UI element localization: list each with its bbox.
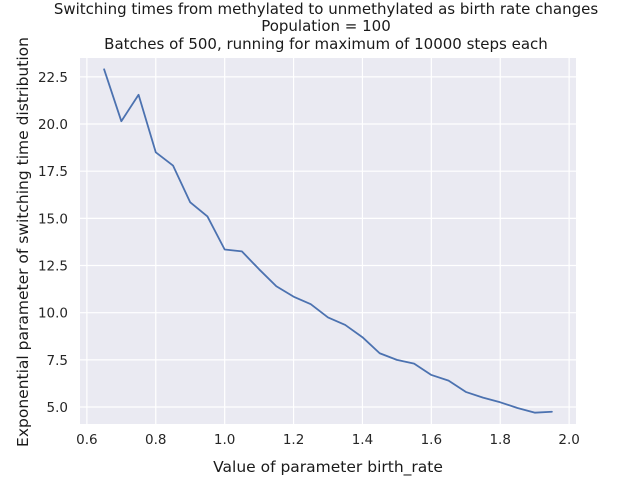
grid	[80, 58, 576, 424]
x-tick-label: 1.0	[214, 432, 235, 448]
series-line-group	[103, 68, 553, 414]
x-tick-label: 1.6	[421, 432, 442, 448]
chart-title-line-2: Population = 100	[261, 17, 391, 35]
chart-title-line-3: Batches of 500, running for maximum of 1…	[104, 35, 548, 53]
y-tick-label: 22.5	[38, 70, 68, 86]
y-axis-label: Exponential parameter of switching time …	[14, 37, 32, 447]
y-tick-label: 20.0	[38, 117, 68, 133]
x-tick-label: 0.8	[145, 432, 166, 448]
x-tick-labels: 0.6 0.8 1.0 1.2 1.4 1.6 1.8 2.0	[76, 432, 580, 448]
series-line	[103, 68, 553, 414]
y-tick-label: 7.5	[47, 353, 68, 369]
y-tick-label: 15.0	[38, 211, 68, 227]
y-tick-label: 12.5	[38, 259, 68, 275]
x-axis-label: Value of parameter birth_rate	[213, 458, 443, 477]
y-tick-labels: 5.0 7.5 10.0 12.5 15.0 17.5 20.0 22.5	[38, 70, 68, 416]
y-tick-label: 5.0	[47, 400, 68, 416]
x-tick-label: 2.0	[558, 432, 579, 448]
plot-area	[80, 58, 576, 424]
y-tick-label: 10.0	[38, 306, 68, 322]
x-tick-label: 0.6	[76, 432, 97, 448]
chart-title-line-1: Switching times from methylated to unmet…	[54, 0, 598, 18]
x-tick-label: 1.2	[283, 432, 304, 448]
x-tick-label: 1.4	[352, 432, 373, 448]
y-tick-label: 17.5	[38, 164, 68, 180]
x-tick-label: 1.8	[489, 432, 510, 448]
